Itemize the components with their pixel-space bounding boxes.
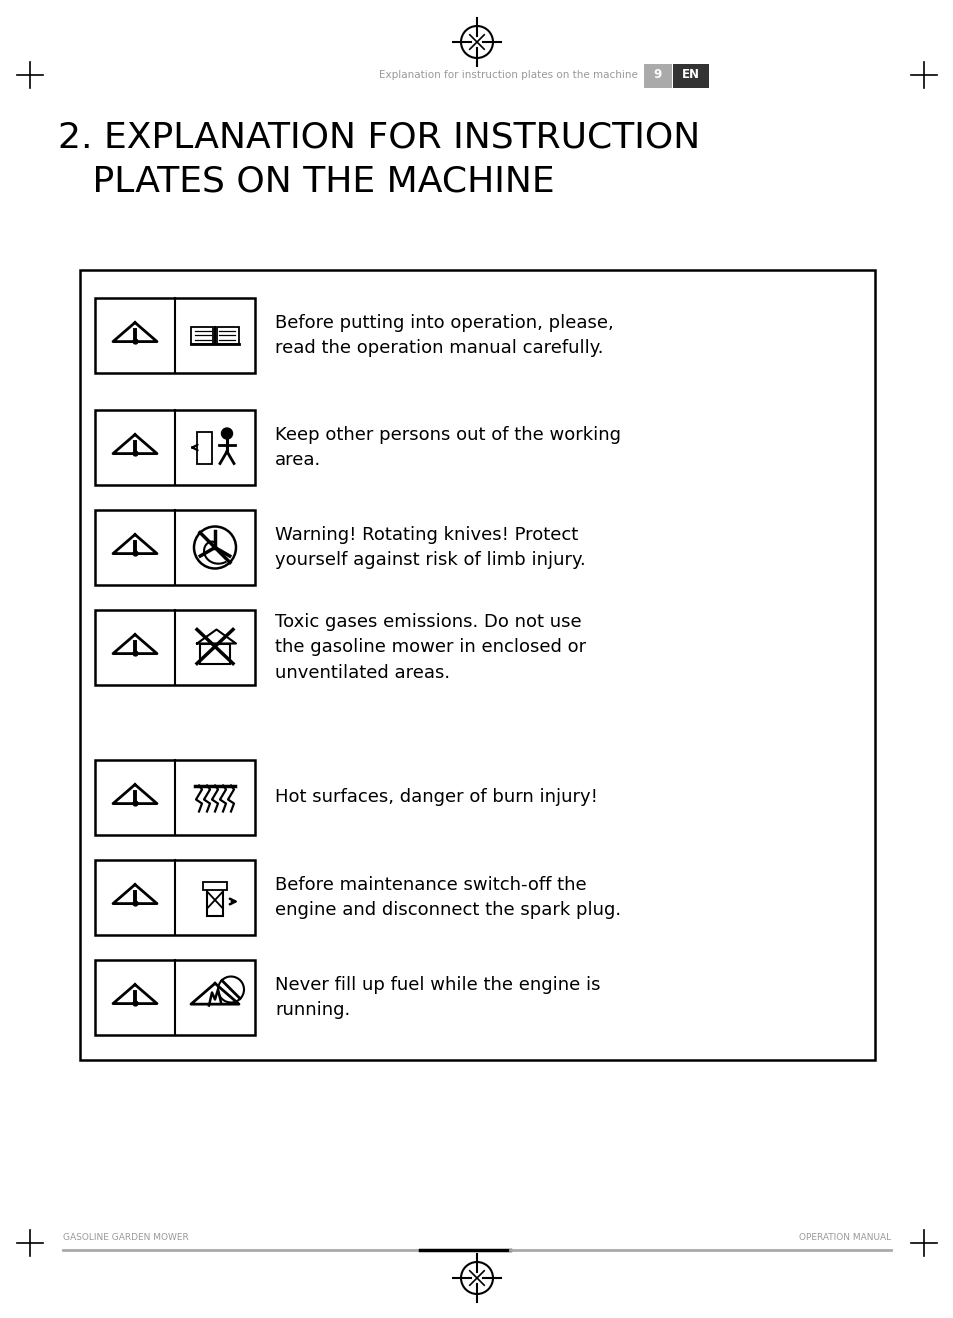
Text: Hot surfaces, danger of burn injury!: Hot surfaces, danger of burn injury! <box>274 788 598 807</box>
Bar <box>191 327 213 344</box>
Bar <box>672 65 708 88</box>
Text: 9: 9 <box>653 69 661 82</box>
Text: Never fill up fuel while the engine is
running.: Never fill up fuel while the engine is r… <box>274 975 599 1019</box>
Bar <box>95 610 254 685</box>
Bar <box>200 643 230 663</box>
Bar <box>95 510 254 585</box>
Text: Before putting into operation, please,
read the operation manual carefully.: Before putting into operation, please, r… <box>274 314 613 357</box>
Text: OPERATION MANUAL: OPERATION MANUAL <box>798 1234 890 1243</box>
Bar <box>95 760 254 836</box>
Text: 2. EXPLANATION FOR INSTRUCTION: 2. EXPLANATION FOR INSTRUCTION <box>58 120 700 154</box>
Text: Keep other persons out of the working
area.: Keep other persons out of the working ar… <box>274 426 620 469</box>
Bar <box>207 887 223 916</box>
Bar <box>216 327 239 344</box>
Text: Toxic gases emissions. Do not use
the gasoline mower in enclosed or
unventilated: Toxic gases emissions. Do not use the ga… <box>274 613 585 683</box>
Text: EN: EN <box>681 69 700 82</box>
Bar <box>95 861 254 934</box>
Bar <box>80 270 874 1060</box>
Circle shape <box>221 428 233 439</box>
Bar <box>95 960 254 1035</box>
Bar <box>643 65 671 88</box>
Bar <box>196 431 212 464</box>
Text: Explanation for instruction plates on the machine: Explanation for instruction plates on th… <box>378 70 638 80</box>
Text: Before maintenance switch-off the
engine and disconnect the spark plug.: Before maintenance switch-off the engine… <box>274 875 620 920</box>
Bar <box>203 882 227 890</box>
Text: PLATES ON THE MACHINE: PLATES ON THE MACHINE <box>58 165 554 199</box>
Bar <box>95 298 254 373</box>
Bar <box>95 410 254 485</box>
Text: GASOLINE GARDEN MOWER: GASOLINE GARDEN MOWER <box>63 1234 189 1243</box>
Text: Warning! Rotating knives! Protect
yourself against risk of limb injury.: Warning! Rotating knives! Protect yourse… <box>274 526 585 569</box>
